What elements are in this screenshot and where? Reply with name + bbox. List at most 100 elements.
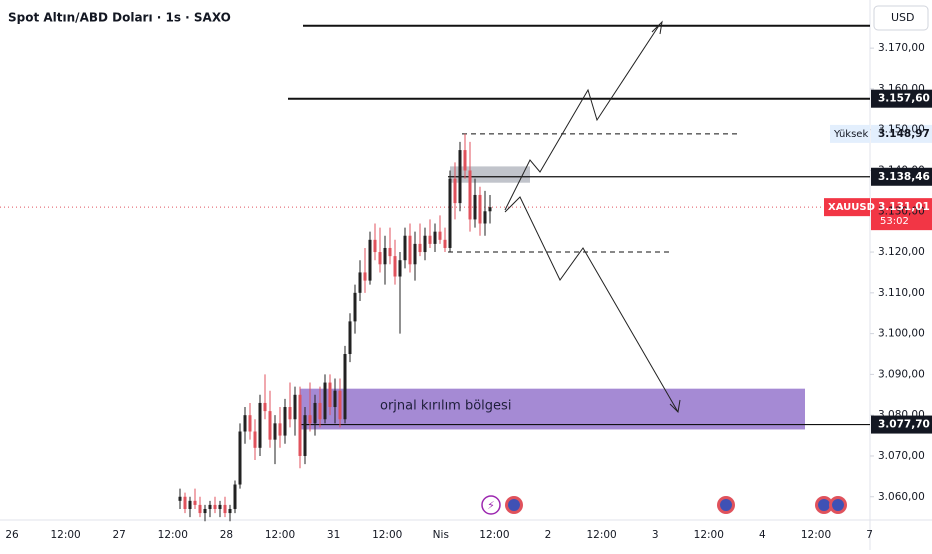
- y-tick-label: 3.110,00: [878, 287, 925, 299]
- y-tick-label: 3.090,00: [878, 368, 925, 380]
- x-tick-label: 12:00: [50, 529, 80, 541]
- candle-body: [263, 402, 267, 412]
- candle-body: [188, 500, 192, 509]
- event-icons: ⚡: [481, 495, 847, 515]
- candle-body: [338, 390, 342, 420]
- candle-body: [453, 178, 457, 204]
- y-tick-label: 3.130,00: [878, 205, 925, 217]
- candle-body: [333, 390, 337, 408]
- candle-body: [433, 231, 437, 244]
- candle-body: [318, 402, 322, 420]
- candle-body: [273, 423, 277, 440]
- candle-body: [328, 382, 332, 408]
- price-label-box: [871, 124, 932, 143]
- x-tick-label: 4: [759, 529, 766, 541]
- projection-down: [504, 196, 679, 413]
- candle-body: [408, 235, 412, 265]
- price-label: 3.131,01: [878, 201, 930, 213]
- candle-body: [378, 252, 382, 265]
- candle-body: [283, 407, 287, 436]
- candle-body: [448, 178, 452, 248]
- candle-body: [478, 194, 482, 224]
- price-label: 3.157,60: [878, 93, 930, 105]
- y-tick-label: 3.060,00: [878, 491, 925, 503]
- candle-body: [438, 231, 442, 240]
- symbol: XAUUSD: [828, 202, 875, 213]
- candle-body: [488, 207, 492, 212]
- candle-body: [458, 150, 462, 204]
- y-tick-label: 3.120,00: [878, 246, 925, 258]
- candle-body: [468, 170, 472, 220]
- x-tick-label: 28: [220, 529, 233, 541]
- arrow-head: [669, 399, 681, 414]
- chart-title: Spot Altın/ABD Doları · 1s · SAXO: [8, 11, 231, 25]
- candle-body: [223, 504, 227, 514]
- y-tick-label: 3.100,00: [878, 328, 925, 340]
- candle-body: [343, 354, 347, 420]
- y-tick-label: 3.150,00: [878, 124, 925, 136]
- candle-body: [403, 235, 407, 261]
- candle-body: [208, 504, 212, 509]
- price-label-box: [871, 415, 932, 434]
- candle-body: [423, 235, 427, 253]
- x-tick-label: 12:00: [158, 529, 188, 541]
- candle-body: [253, 431, 257, 448]
- candle-body: [238, 431, 242, 485]
- zone: [300, 388, 805, 430]
- candle-body: [183, 496, 187, 509]
- candle-body: [358, 272, 362, 293]
- candle-body: [233, 484, 237, 509]
- currency-button[interactable]: [873, 5, 929, 31]
- svg-text:⚡: ⚡: [487, 499, 495, 512]
- projection-up: [504, 23, 661, 211]
- price-label: 3.148,97: [878, 128, 930, 140]
- zone-label: orjnal kırılım bölgesi: [380, 399, 511, 414]
- y-tick-label: 3.080,00: [878, 409, 925, 421]
- candle-body: [383, 247, 387, 265]
- candle-body: [373, 239, 377, 253]
- currency: USD: [891, 11, 915, 24]
- x-tick-label: 12:00: [479, 529, 509, 541]
- candle-body: [393, 256, 397, 277]
- price-label: 3.138,46: [878, 171, 930, 183]
- price-label-box: [871, 167, 932, 186]
- x-tick-label: 12:00: [372, 529, 402, 541]
- y-tick-label: 3.160,00: [878, 83, 925, 95]
- arrow-head: [651, 20, 663, 35]
- candle-body: [303, 415, 307, 456]
- box: [450, 166, 530, 183]
- high-label: Yüksek: [833, 129, 868, 140]
- candle-body: [258, 402, 262, 448]
- candle-body: [353, 292, 357, 322]
- candle-body: [203, 508, 207, 514]
- x-tick-label: 7: [866, 529, 873, 541]
- candle-body: [443, 239, 447, 248]
- y-tick-label: 3.140,00: [878, 164, 925, 176]
- candle-body: [463, 150, 467, 171]
- candle-body: [483, 211, 487, 224]
- candle-body: [323, 382, 327, 420]
- candle-body: [363, 272, 367, 281]
- x-tick-label: 27: [113, 529, 126, 541]
- price-label-box: [871, 198, 932, 231]
- candle-body: [293, 394, 297, 420]
- x-tick-label: Nis: [433, 529, 449, 541]
- candle-body: [243, 415, 247, 432]
- symbol-tag: [824, 198, 870, 217]
- countdown: 53:02: [880, 216, 909, 227]
- high-tag: [830, 124, 870, 143]
- x-tick-label: 12:00: [694, 529, 724, 541]
- x-tick-label: 3: [652, 529, 659, 541]
- candle-body: [398, 260, 402, 277]
- candle-body: [218, 504, 222, 509]
- y-tick-label: 3.070,00: [878, 450, 925, 462]
- candle-body: [428, 235, 432, 244]
- x-tick-label: 12:00: [586, 529, 616, 541]
- plot: [0, 24, 932, 522]
- candle-body: [298, 394, 302, 456]
- x-tick-label: 26: [5, 529, 19, 541]
- candle-body: [278, 423, 282, 436]
- candle-body: [198, 504, 202, 514]
